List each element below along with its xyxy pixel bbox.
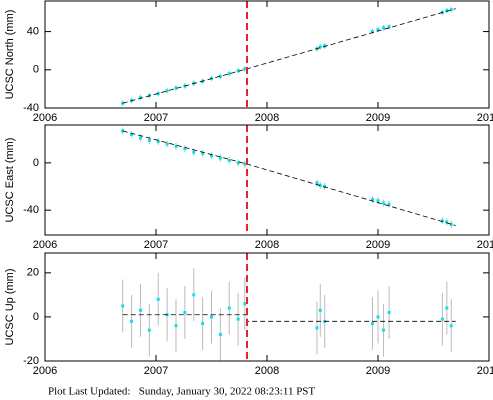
data-point	[147, 138, 151, 142]
y-tick-label: -20	[23, 355, 39, 367]
x-tick-label: 2008	[255, 239, 279, 251]
data-point	[218, 74, 222, 78]
data-point	[376, 199, 380, 203]
data-point	[138, 308, 142, 312]
data-point	[210, 315, 213, 319]
data-point	[174, 86, 178, 90]
y-tick-label: 0	[33, 157, 39, 169]
data-point	[370, 322, 374, 326]
data-point	[236, 317, 240, 321]
y-tick-label: -40	[23, 102, 39, 114]
data-point	[318, 45, 322, 49]
data-point	[243, 302, 247, 306]
x-tick-label: 2008	[255, 365, 279, 377]
data-point	[121, 304, 125, 308]
data-point	[192, 150, 196, 154]
y-tick-label: 40	[27, 25, 39, 37]
data-point	[315, 326, 319, 330]
data-point	[318, 308, 322, 312]
y-axis-label: UCSC North (mm)	[4, 10, 16, 100]
data-point	[227, 72, 231, 76]
data-point	[323, 185, 327, 189]
data-point	[323, 44, 327, 48]
x-tick-label: 2006	[33, 365, 57, 377]
x-tick-label: 2010	[477, 112, 493, 124]
data-point	[201, 151, 205, 155]
x-tick-label: 2009	[366, 112, 390, 124]
data-point	[165, 142, 169, 146]
data-point	[445, 9, 449, 13]
data-point	[138, 136, 142, 140]
x-tick-label: 2007	[144, 112, 168, 124]
data-point	[370, 30, 374, 34]
data-point	[370, 198, 374, 202]
data-point	[236, 69, 240, 73]
plot-frame	[44, 252, 490, 362]
x-tick-label: 2006	[33, 112, 57, 124]
y-tick-label: -40	[23, 204, 39, 216]
x-tick-label: 2010	[477, 365, 493, 377]
data-point	[449, 8, 453, 12]
data-point	[387, 202, 391, 206]
data-point	[376, 315, 380, 319]
data-point	[174, 144, 178, 148]
y-axis-label: UCSC East (mm)	[4, 138, 16, 223]
data-point	[156, 297, 160, 301]
data-point	[382, 201, 386, 205]
plot-frame	[44, 124, 490, 236]
data-point	[449, 324, 453, 328]
data-point	[138, 95, 142, 99]
data-point	[174, 324, 178, 328]
x-tick-label: 2009	[366, 239, 390, 251]
data-point	[236, 161, 240, 165]
x-tick-label: 2007	[144, 365, 168, 377]
data-point	[387, 25, 391, 29]
x-tick-label: 2009	[366, 365, 390, 377]
data-point	[243, 162, 247, 166]
model-line	[122, 8, 456, 104]
x-tick-label: 2010	[477, 239, 493, 251]
data-point	[243, 67, 247, 71]
footer: Plot Last Updated: Sunday, January 30, 2…	[48, 386, 315, 398]
data-point	[315, 181, 319, 185]
data-point	[227, 158, 231, 162]
data-point	[218, 333, 222, 337]
data-point	[156, 140, 160, 144]
data-point	[440, 317, 444, 321]
data-point	[210, 154, 213, 158]
data-point	[376, 28, 380, 32]
data-point	[440, 219, 444, 223]
x-tick-label: 2007	[144, 239, 168, 251]
y-tick-label: 0	[33, 64, 39, 76]
plot-frame	[44, 0, 490, 109]
data-point	[130, 132, 134, 136]
data-point	[192, 293, 196, 297]
data-point	[227, 306, 231, 310]
x-tick-label: 2008	[255, 112, 279, 124]
data-point	[183, 311, 187, 315]
data-point	[382, 26, 386, 30]
data-point	[445, 220, 449, 224]
model-line	[122, 130, 456, 226]
model-line	[122, 314, 456, 322]
y-tick-label: 20	[27, 267, 39, 279]
data-point	[382, 328, 386, 332]
data-point	[130, 319, 134, 323]
x-tick-label: 2006	[33, 239, 57, 251]
data-point	[147, 328, 151, 332]
data-point	[445, 306, 449, 310]
y-axis-label: UCSC Up (mm)	[4, 269, 16, 346]
data-point	[449, 222, 453, 226]
data-point	[387, 311, 391, 315]
data-point	[201, 322, 205, 326]
y-tick-label: 0	[33, 311, 39, 323]
data-point	[218, 156, 222, 160]
data-point	[165, 89, 169, 93]
data-point	[183, 147, 187, 151]
